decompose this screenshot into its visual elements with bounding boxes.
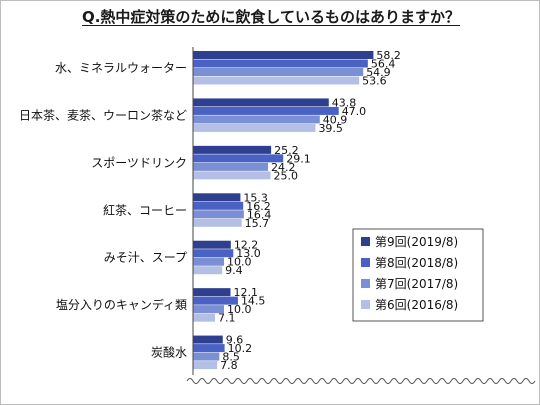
value-label-2-1: 29.1 (286, 152, 311, 165)
value-label-1-0: 43.8 (332, 96, 357, 109)
bar-1-2 (193, 115, 320, 124)
x-axis-break-line (186, 378, 536, 384)
legend-box (352, 228, 484, 322)
category-label-1: 日本茶、麦茶、ウーロン茶など (19, 107, 187, 122)
category-label-2: スポーツドリンク (91, 156, 187, 170)
bar-4-1 (193, 249, 234, 258)
legend-label-1: 第8回(2018/8) (375, 256, 458, 270)
legend-swatch-0 (361, 237, 370, 246)
value-label-5-1: 14.5 (241, 295, 266, 308)
legend-swatch-3 (361, 300, 370, 309)
bar-1-1 (193, 106, 339, 115)
value-label-6-2: 8.5 (222, 351, 240, 364)
bar-3-2 (193, 210, 244, 219)
value-label-2-2: 24.2 (271, 161, 296, 174)
bar-5-2 (193, 305, 224, 314)
bar-0-1 (193, 59, 368, 68)
bar-1-0 (193, 98, 329, 107)
legend-swatch-2 (361, 279, 370, 288)
bar-4-3 (193, 266, 223, 275)
value-label-4-3: 9.4 (225, 264, 243, 277)
chart-title: Q.熱中症対策のために飲食しているものはありますか？ (81, 8, 460, 26)
bar-6-2 (193, 352, 220, 361)
value-label-6-3: 7.8 (220, 359, 238, 372)
value-label-0-3: 53.6 (362, 75, 387, 88)
bar-1-3 (193, 123, 316, 132)
category-label-3: 紅茶、コーヒー (103, 202, 187, 217)
bar-2-0 (193, 145, 272, 154)
value-label-0-0: 58.2 (376, 49, 401, 62)
value-label-6-1: 10.2 (228, 342, 253, 355)
value-label-0-1: 56.4 (371, 58, 396, 71)
bar-6-3 (193, 361, 218, 370)
value-label-4-2: 10.0 (227, 256, 252, 269)
bar-2-2 (193, 162, 269, 171)
bar-6-1 (193, 344, 225, 353)
bar-4-2 (193, 257, 224, 266)
bar-2-1 (193, 154, 284, 163)
bar-2-3 (193, 171, 271, 180)
value-label-6-0: 9.6 (226, 334, 244, 347)
value-label-4-0: 12.2 (234, 239, 259, 252)
bar-5-0 (193, 288, 231, 297)
bar-0-0 (193, 51, 374, 59)
value-label-3-2: 16.4 (247, 208, 272, 221)
bar-5-3 (193, 313, 216, 322)
legend-swatch-1 (361, 258, 370, 267)
bar-6-0 (193, 335, 223, 344)
category-label-0: 水、ミネラルウォーター (55, 61, 187, 75)
value-label-1-1: 47.0 (342, 105, 367, 118)
category-label-4: みそ汁、スープ (104, 251, 187, 265)
value-label-5-3: 7.1 (218, 312, 236, 325)
value-label-5-0: 12.1 (234, 286, 259, 299)
value-label-4-1: 13.0 (236, 247, 260, 260)
category-label-6: 炭酸水 (151, 345, 187, 360)
value-label-3-3: 15.7 (245, 217, 269, 230)
legend-label-0: 第9回(2019/8) (375, 235, 458, 249)
category-label-5: 塩分入りのキャンディ類 (56, 297, 187, 312)
value-label-1-2: 40.9 (323, 113, 348, 126)
legend-label-3: 第6回(2016/8) (375, 298, 458, 312)
value-label-5-2: 10.0 (227, 303, 252, 316)
value-label-3-1: 16.2 (246, 200, 271, 213)
bar-3-3 (193, 218, 242, 227)
legend-label-2: 第7回(2017/8) (375, 277, 458, 291)
bar-5-1 (193, 296, 238, 305)
value-label-1-3: 39.5 (318, 122, 343, 135)
bar-0-3 (193, 76, 360, 85)
bar-0-2 (193, 68, 364, 76)
bar-4-0 (193, 240, 231, 249)
bar-3-1 (193, 201, 244, 210)
value-label-2-0: 25.2 (274, 144, 299, 157)
value-label-2-3: 25.0 (274, 169, 299, 182)
value-label-0-2: 54.9 (366, 66, 391, 79)
value-label-3-0: 15.3 (243, 191, 268, 204)
bar-3-0 (193, 193, 241, 202)
